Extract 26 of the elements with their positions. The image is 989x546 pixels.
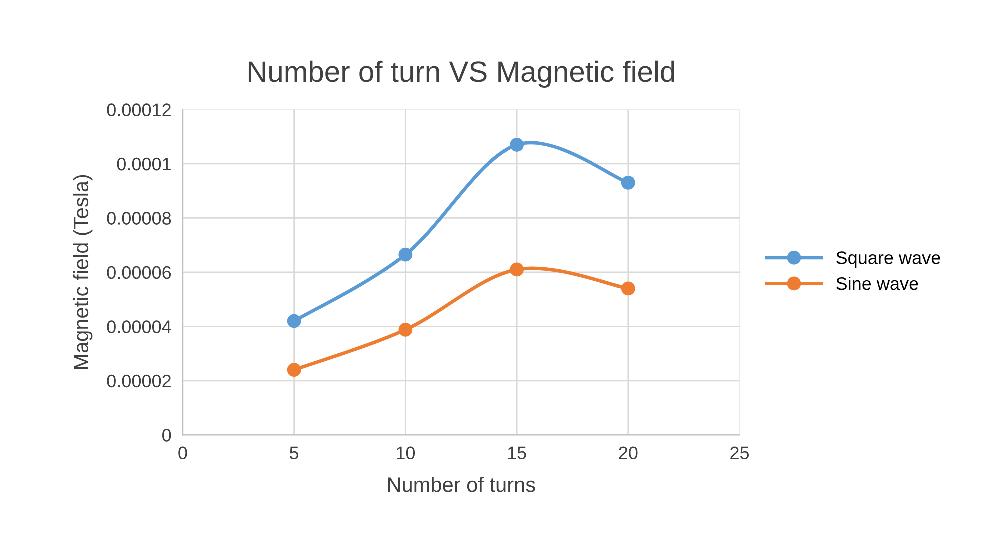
point [287, 314, 302, 328]
x-tick-label: 10 [397, 446, 416, 460]
x-tick-label: 5 [290, 446, 299, 460]
point [621, 282, 636, 296]
legend-label: Sine wave [836, 276, 918, 290]
y-tick-label: 0.00004 [107, 320, 172, 334]
y-tick-label: 0.00006 [107, 266, 172, 280]
point [510, 262, 524, 277]
point [398, 248, 413, 262]
x-tick-label: 0 [178, 446, 188, 460]
y-tick-label: 0.00002 [107, 374, 171, 388]
chart-title: Number of turn VS Magnetic field [248, 60, 674, 88]
y-tick-label: 0 [162, 429, 172, 442]
point [621, 176, 636, 190]
x-tick-label: 15 [508, 446, 526, 460]
legend-label: Square wave [836, 252, 940, 268]
y-tick-label: 0.0001 [117, 158, 171, 171]
x-tick-label: 20 [619, 446, 638, 460]
point [510, 138, 524, 152]
y-tick-label: 0.00008 [107, 212, 172, 225]
point [398, 323, 413, 337]
x-axis-title: Number of turns [388, 476, 536, 492]
point [287, 363, 302, 378]
y-tick-label: 0.00012 [107, 104, 171, 116]
x-tick-label: 25 [730, 446, 750, 460]
y-axis-title: Magnetic field (Tesla) [73, 175, 93, 370]
